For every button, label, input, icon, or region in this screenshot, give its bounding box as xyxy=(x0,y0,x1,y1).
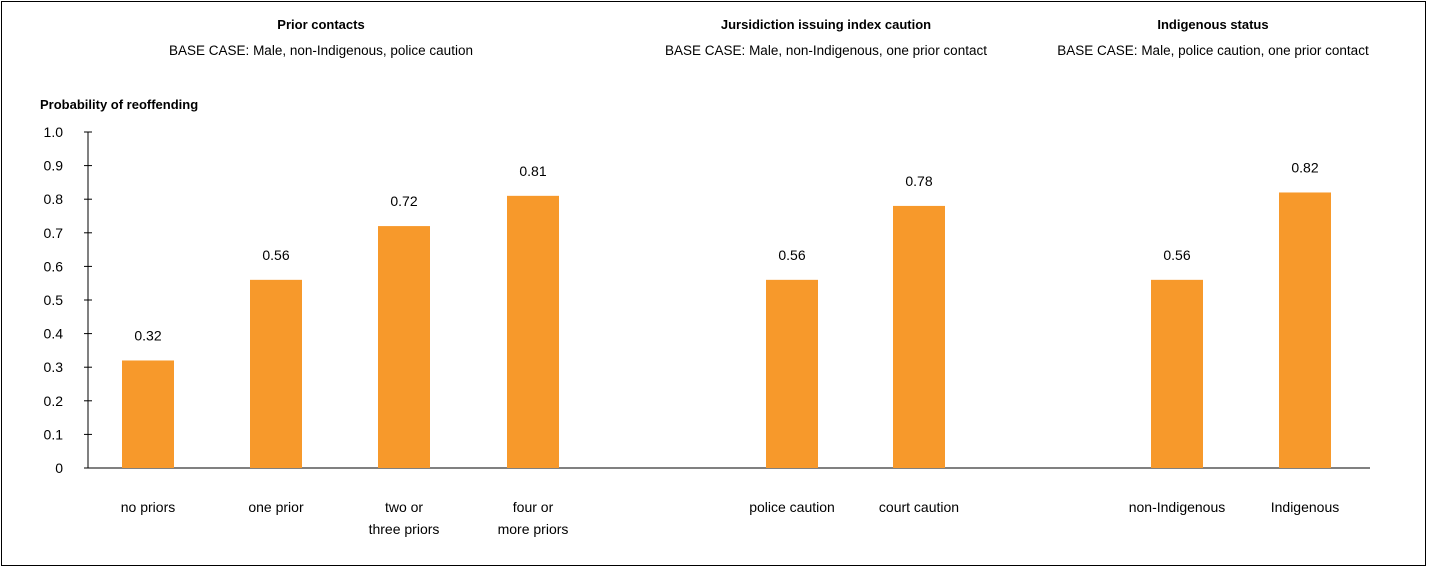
group-subtitle: BASE CASE: Male, non-Indigenous, one pri… xyxy=(665,43,987,58)
y-tick-label: 0.5 xyxy=(44,292,64,308)
x-category-label: police caution xyxy=(749,499,835,515)
y-tick-label: 0.7 xyxy=(44,225,64,241)
x-category-label: no priors xyxy=(121,499,175,515)
bar-value-label: 0.72 xyxy=(390,193,417,209)
bar xyxy=(507,195,559,468)
x-category-label: Indigenous xyxy=(1271,499,1340,515)
y-tick-label: 0.3 xyxy=(44,359,64,375)
bar-value-label: 0.82 xyxy=(1291,159,1318,175)
y-tick-label: 0.8 xyxy=(44,191,64,207)
x-category-label: court caution xyxy=(879,499,959,515)
bar-value-label: 0.81 xyxy=(519,163,546,179)
bar xyxy=(766,279,818,468)
group-subtitle: BASE CASE: Male, police caution, one pri… xyxy=(1057,43,1369,58)
bar-value-label: 0.56 xyxy=(1163,247,1190,263)
x-category-label: three priors xyxy=(369,521,440,537)
y-axis-title: Probability of reoffending xyxy=(40,97,198,112)
y-tick-label: 0.4 xyxy=(44,326,64,342)
bar-value-label: 0.32 xyxy=(134,327,161,343)
y-tick-label: 0.6 xyxy=(44,258,64,274)
y-tick-label: 1.0 xyxy=(44,124,64,140)
bar xyxy=(1151,279,1203,468)
bar xyxy=(893,205,945,469)
group-title: Prior contacts xyxy=(277,17,364,32)
bar-value-label: 0.56 xyxy=(778,247,805,263)
bar xyxy=(250,279,302,468)
y-tick-label: 0.2 xyxy=(44,393,64,409)
bar xyxy=(1279,192,1331,469)
x-category-label: two or xyxy=(385,499,423,515)
y-tick-label: 0.9 xyxy=(44,158,64,174)
y-tick-label: 0 xyxy=(55,460,63,476)
x-category-label: four or xyxy=(513,499,554,515)
group-title: Indigenous status xyxy=(1157,17,1268,32)
x-category-label: more priors xyxy=(498,521,569,537)
group-title: Jursidiction issuing index caution xyxy=(721,17,931,32)
bar xyxy=(122,360,174,468)
group-subtitle: BASE CASE: Male, non-Indigenous, police … xyxy=(169,43,473,58)
bar-value-label: 0.56 xyxy=(262,247,289,263)
x-category-label: one prior xyxy=(248,499,304,515)
bar-value-label: 0.78 xyxy=(905,173,932,189)
y-tick-label: 0.1 xyxy=(44,426,64,442)
bar xyxy=(378,226,430,468)
x-category-label: non-Indigenous xyxy=(1129,499,1226,515)
